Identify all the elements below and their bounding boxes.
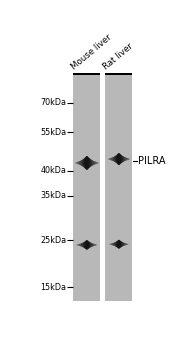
Ellipse shape bbox=[117, 240, 121, 249]
Ellipse shape bbox=[115, 154, 123, 164]
Ellipse shape bbox=[84, 156, 89, 170]
Text: Rat liver: Rat liver bbox=[101, 42, 134, 72]
Ellipse shape bbox=[82, 157, 91, 169]
Ellipse shape bbox=[81, 241, 93, 248]
Text: 25kDa: 25kDa bbox=[40, 236, 66, 245]
Ellipse shape bbox=[85, 240, 89, 250]
Ellipse shape bbox=[112, 242, 126, 246]
Text: 15kDa: 15kDa bbox=[40, 282, 66, 292]
Text: 55kDa: 55kDa bbox=[40, 128, 66, 137]
Ellipse shape bbox=[75, 161, 99, 164]
Ellipse shape bbox=[111, 156, 127, 162]
Ellipse shape bbox=[109, 157, 129, 161]
Ellipse shape bbox=[78, 243, 96, 247]
Ellipse shape bbox=[114, 241, 124, 247]
Ellipse shape bbox=[117, 153, 121, 165]
Text: PILRA: PILRA bbox=[137, 156, 165, 166]
Ellipse shape bbox=[83, 241, 91, 249]
Text: 40kDa: 40kDa bbox=[40, 166, 66, 175]
Bar bbox=[105, 73, 132, 301]
Bar bbox=[105, 73, 132, 75]
Bar bbox=[73, 73, 100, 75]
Bar bbox=[73, 73, 100, 301]
Text: Mouse liver: Mouse liver bbox=[69, 33, 113, 72]
Text: 35kDa: 35kDa bbox=[40, 191, 66, 201]
Ellipse shape bbox=[115, 240, 123, 248]
Ellipse shape bbox=[77, 160, 97, 166]
Ellipse shape bbox=[110, 243, 127, 246]
Ellipse shape bbox=[78, 160, 96, 166]
Ellipse shape bbox=[80, 158, 93, 168]
Ellipse shape bbox=[113, 155, 125, 163]
Ellipse shape bbox=[109, 243, 129, 245]
Ellipse shape bbox=[76, 244, 97, 246]
Ellipse shape bbox=[79, 243, 94, 247]
Text: 70kDa: 70kDa bbox=[40, 98, 66, 107]
Ellipse shape bbox=[108, 158, 130, 161]
